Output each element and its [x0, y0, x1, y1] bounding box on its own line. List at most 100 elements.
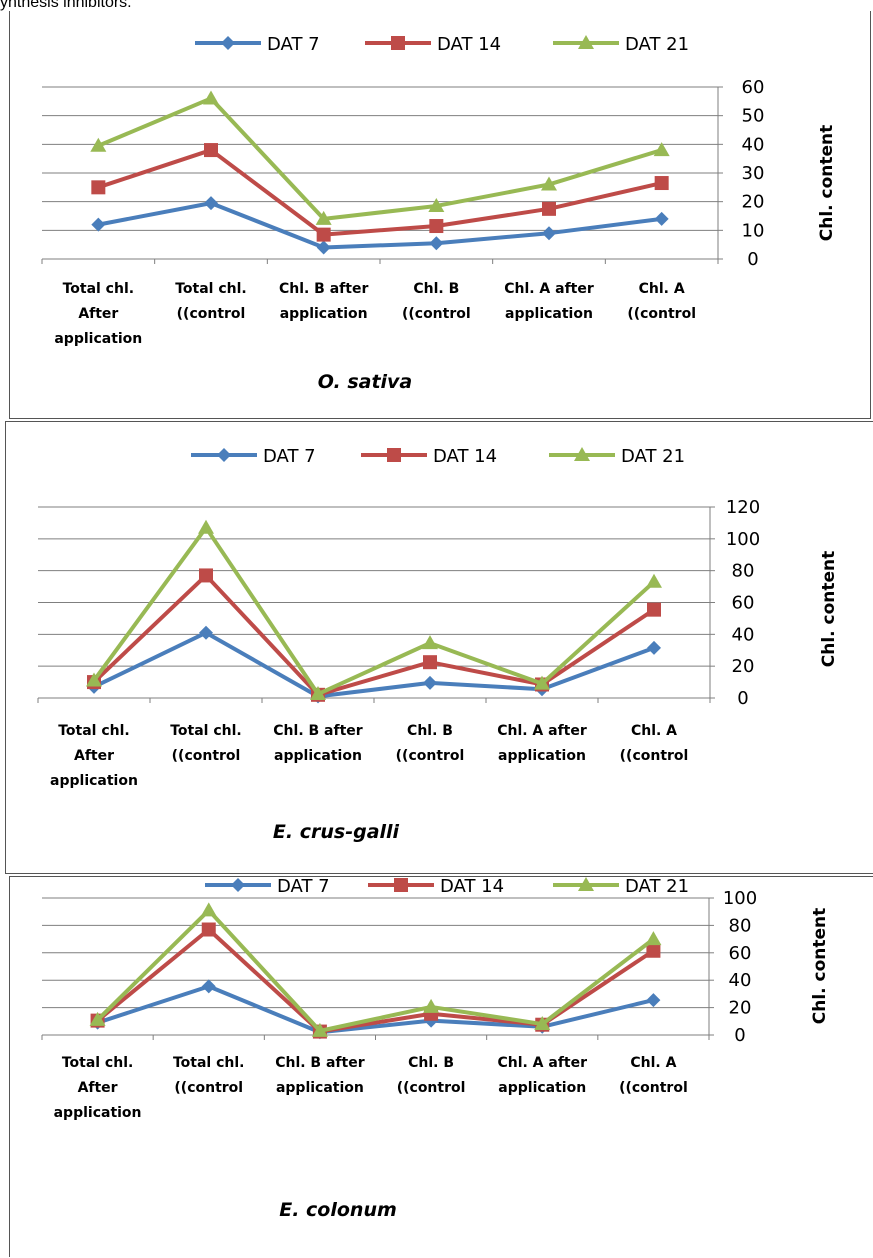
x-category-label: Chl. A ((control [620, 723, 689, 764]
series-dat-21 [90, 90, 670, 225]
data-point [541, 176, 557, 191]
legend-marker [221, 36, 235, 50]
x-category-label: Chl. A after application [504, 281, 594, 322]
data-point [646, 993, 661, 1008]
series-dat-7 [90, 979, 661, 1040]
y-tick-label: 120 [726, 497, 760, 518]
data-point [653, 142, 670, 157]
legend-marker [574, 447, 590, 461]
data-point [429, 236, 444, 251]
data-point [646, 573, 662, 588]
x-category-label: Total chl. ((control [173, 1055, 245, 1096]
series-dat-21 [89, 902, 662, 1037]
x-category-label: Chl. A after application [497, 1055, 587, 1096]
data-point [90, 137, 107, 152]
y-tick-label: 80 [732, 561, 755, 582]
data-point [311, 1022, 328, 1037]
data-point [423, 655, 437, 670]
series-dat-14 [91, 143, 669, 242]
data-point [316, 227, 331, 242]
gridlines [42, 86, 718, 231]
data-point [423, 675, 437, 690]
chart-o-sativa: 0 10 20 30 40 50 60 Total chl. After application T… [41, 34, 837, 393]
chart-species-title: E. colonum [279, 1199, 397, 1221]
y-tick-label: 60 [742, 77, 765, 98]
legend-marker [578, 35, 594, 49]
data-point [89, 1011, 106, 1026]
data-point [91, 217, 106, 232]
data-point [423, 998, 440, 1013]
data-point [428, 197, 445, 212]
gridlines [42, 897, 709, 1009]
series-line [97, 96, 663, 221]
legend-label: DAT 21 [625, 876, 689, 897]
x-category-label: Chl. A ((control [619, 1055, 688, 1096]
x-category-label: Total chl. After application [50, 723, 138, 789]
legend-label: DAT 21 [625, 34, 689, 55]
series-line [97, 148, 663, 237]
data-point [542, 201, 556, 216]
data-point [647, 602, 661, 617]
y-tick-label: 40 [742, 134, 765, 155]
y-axis-title: Chl. content [810, 908, 830, 1025]
legend: DAT 7 DAT 14 DAT 21 [191, 446, 685, 467]
x-category-label: Chl. B ((control [396, 723, 465, 764]
y-tick-label: 30 [742, 163, 765, 184]
data-point [201, 922, 216, 937]
legend-label: DAT 14 [437, 34, 501, 55]
chart-panel-o-sativa: 0 10 20 30 40 50 60 Total chl. After application T… [9, 11, 871, 419]
gridlines [38, 506, 710, 667]
top-text-fragment: ynthesis inhibitors. [0, 0, 132, 11]
legend-marker [387, 448, 401, 462]
legend-label: DAT 14 [433, 446, 497, 467]
data-point [654, 211, 669, 226]
chart-panel-e-crus-galli: 0 20 40 60 80 100 120 Total chl. After applicatio… [5, 421, 873, 874]
legend-label: DAT 14 [440, 876, 504, 897]
legend-marker [578, 877, 594, 891]
data-point [199, 625, 213, 640]
x-category-label: Chl. B after application [273, 723, 363, 764]
y-tick-label: 50 [742, 106, 765, 127]
y-tick-label: 100 [726, 529, 760, 550]
y-tick-label: 40 [732, 624, 755, 645]
data-point [647, 640, 661, 655]
data-point [201, 979, 216, 994]
data-point [198, 519, 214, 534]
y-tick-label: 20 [742, 192, 765, 213]
series-line [92, 525, 656, 697]
series-line [97, 201, 662, 250]
legend-label: DAT 7 [267, 34, 320, 55]
x-category-label: Total chl. After application [54, 1055, 142, 1121]
y-tick-label: 20 [732, 656, 755, 677]
y-tick-label: 100 [723, 888, 757, 909]
x-category-label: Chl. B after application [275, 1055, 365, 1096]
y-tick-label: 0 [734, 1025, 745, 1046]
y-tick-label: 40 [729, 970, 752, 991]
y-tick-label: 20 [729, 998, 752, 1019]
series-line [96, 984, 654, 1035]
x-category-label: Chl. A ((control [627, 281, 696, 322]
x-category-label: Total chl. ((control [175, 281, 247, 322]
y-tick-label: 10 [742, 220, 765, 241]
data-point [316, 240, 331, 255]
series-line [92, 573, 656, 697]
data-point [204, 143, 218, 158]
chart-e-colonum: 0 20 40 60 80 100 Total chl. After application To… [41, 876, 830, 1221]
data-point [200, 902, 217, 917]
legend-marker [231, 878, 245, 892]
data-point [91, 180, 106, 195]
data-point [429, 219, 444, 234]
x-category-label: Chl. B ((control [402, 281, 471, 322]
x-category-label: Total chl. ((control [170, 723, 242, 764]
y-tick-label: 80 [729, 915, 752, 936]
x-category-label: Total chl. After application [54, 281, 142, 347]
x-category-label: Chl. A after application [497, 723, 587, 764]
chart-e-crus-galli: 0 20 40 60 80 100 120 Total chl. After applicatio… [37, 446, 839, 843]
data-point [654, 176, 669, 191]
data-point [199, 568, 213, 583]
legend-marker [217, 448, 231, 462]
legend-marker [391, 36, 405, 50]
data-point [534, 1016, 551, 1031]
legend-label: DAT 7 [263, 446, 316, 467]
series-dat-7 [91, 196, 669, 255]
